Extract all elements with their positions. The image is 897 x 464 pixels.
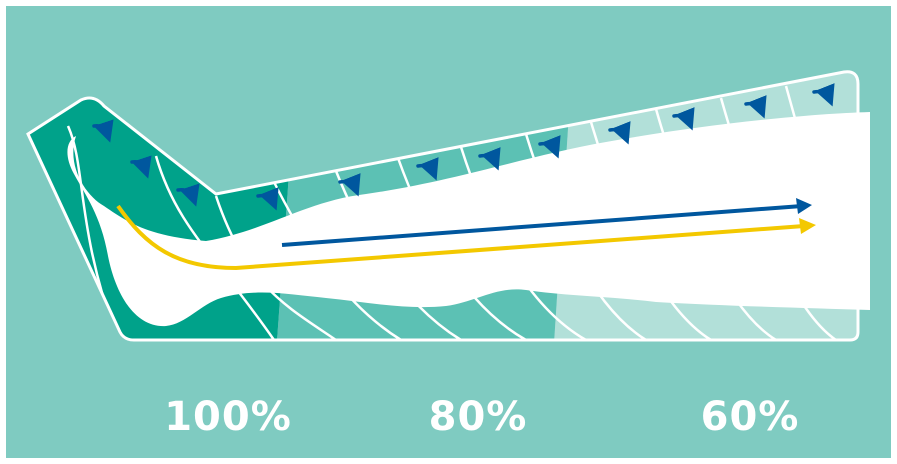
pressure-label-100: 100% (164, 394, 292, 440)
yellow-flow-arrow (116, 204, 816, 271)
curved-arrow-down-right-icon (744, 95, 767, 119)
pressure-label-80: 80% (428, 394, 528, 440)
pressure-arrows (92, 83, 835, 211)
diagram-panel: 100% 80% 60% (6, 6, 891, 458)
blue-flow-arrow (281, 198, 812, 247)
arrow-right-icon (799, 218, 816, 234)
pressure-label-60: 60% (700, 394, 800, 440)
curved-arrow-down-right-icon (478, 147, 501, 171)
arrow-right-icon (796, 198, 812, 214)
curved-arrow-down-right-icon (256, 187, 279, 211)
sleeve-outline (26, 70, 860, 342)
compression-garment-diagram (26, 70, 871, 342)
curved-arrow-down-right-icon (130, 155, 152, 179)
curved-arrow-down-right-icon (176, 183, 200, 207)
curved-arrow-down-right-icon (538, 135, 561, 159)
curved-arrow-down-right-icon (812, 83, 835, 107)
curved-arrow-down-right-icon (92, 119, 114, 143)
limb-shape (67, 112, 871, 327)
curved-arrow-down-right-icon (416, 157, 439, 181)
curved-arrow-down-right-icon (608, 121, 631, 145)
curved-arrow-down-right-icon (338, 173, 361, 197)
yellow-flow-line (116, 204, 805, 271)
blue-flow-line (281, 204, 803, 247)
curved-arrow-down-right-icon (672, 107, 695, 131)
